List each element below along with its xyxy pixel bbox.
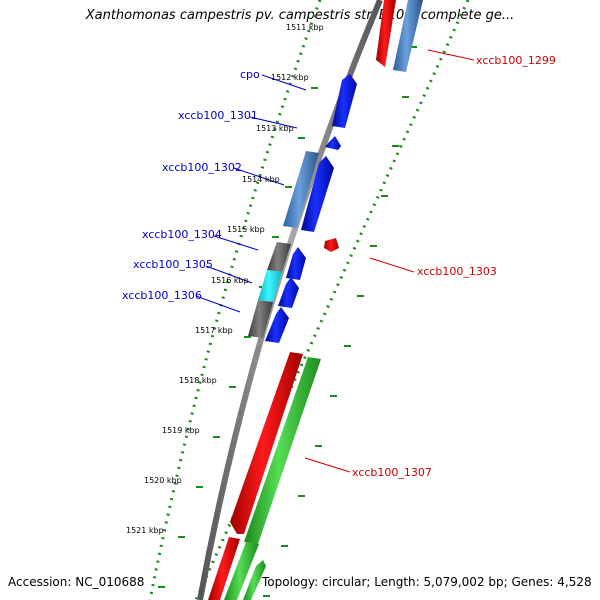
topology-summary-text: Topology: circular; Length: 5,079,002 bp… [262,575,592,589]
gene-xccb100-1303-arrow[interactable] [324,238,339,252]
gene-xccb100-1300-arrow[interactable] [376,0,396,67]
gene-xccb100-1299-arrow[interactable] [393,0,423,72]
gene-xccb100-1307-arrow[interactable] [230,352,303,534]
gene-label-xccb100-1303[interactable]: xccb100_1303 [417,265,497,278]
gene-label-xccb100-1302[interactable]: xccb100_1302 [162,161,242,174]
gene-xccb100-1304-grey[interactable] [267,242,291,272]
tick-label-1518: 1518 kbp [179,376,217,385]
green-track-upper[interactable] [244,357,321,544]
accession-text: Accession: NC_010688 [8,575,145,589]
gene-label-xccb100-1301[interactable]: xccb100_1301 [178,109,258,122]
inner-dotted-ring [148,0,322,600]
green-track-lower[interactable] [224,542,259,600]
tick-label-1512: 1512 kbp [271,73,309,82]
gene-xccb100-1304-arrow[interactable] [286,247,306,280]
gene-label-cpo[interactable]: cpo [240,68,260,81]
gene-label-xccb100-1307[interactable]: xccb100_1307 [352,466,432,479]
gene-label-xccb100-1306[interactable]: xccb100_1306 [122,289,202,302]
tick-label-1511: 1511 kbp [286,23,324,32]
tick-label-1519: 1519 kbp [162,426,200,435]
tick-label-1520: 1520 kbp [144,476,182,485]
tick-label-1515: 1515 kbp [227,225,265,234]
callout-lines [195,49,475,473]
gene-xccb100-1306-arrow[interactable] [265,307,289,343]
tick-label-1513: 1513 kbp [256,124,294,133]
tick-label-1521: 1521 kbp [126,526,164,535]
tick-label-1514: 1514 kbp [242,175,280,184]
gene-xccb100-1305-cyan[interactable] [258,270,282,302]
gene-label-xccb100-1304[interactable]: xccb100_1304 [142,228,222,241]
gene-label-xccb100-1305[interactable]: xccb100_1305 [133,258,213,271]
outer-ring-ticks [263,46,417,597]
outer-dotted-ring [194,0,470,600]
gene-xccb100-1302-arrow[interactable] [301,156,334,232]
gene-label-xccb100-1299[interactable]: xccb100_1299 [476,54,556,67]
lower-forward-cds[interactable] [243,560,266,600]
inner-ring-ticks [158,87,318,588]
gene-xccb100-1305-arrow[interactable] [278,277,299,308]
gene-lower-red[interactable] [208,537,240,600]
tick-label-1516: 1516 kbp [211,276,249,285]
gene-xccb100-1302-steel[interactable] [283,151,319,228]
tick-label-1517: 1517 kbp [195,326,233,335]
gene-xccb100-1301-arrow[interactable] [325,136,341,150]
gene-cpo-arrow[interactable] [332,74,357,128]
gene-xccb100-1306-grey[interactable] [248,300,273,338]
